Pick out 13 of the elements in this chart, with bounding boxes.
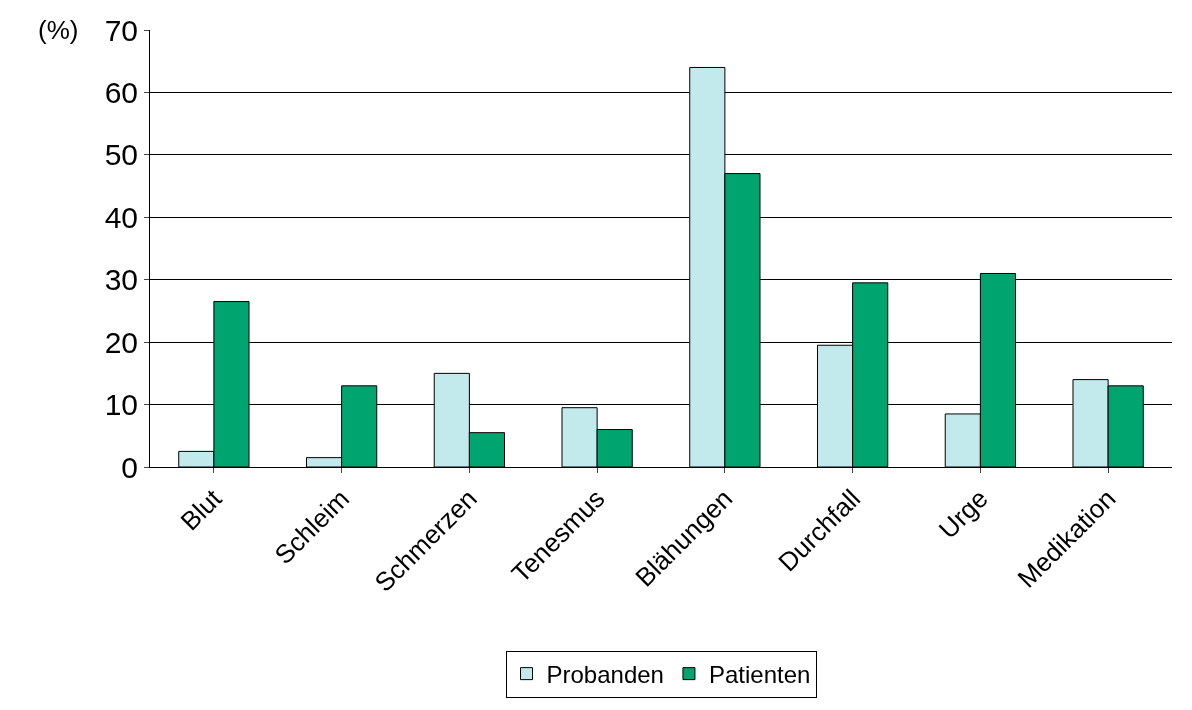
legend-label: Probanden bbox=[546, 661, 664, 688]
y-tick-label: 50 bbox=[104, 138, 138, 172]
y-tick-label: 40 bbox=[104, 200, 138, 234]
y-tick-label: 60 bbox=[104, 75, 138, 109]
legend-label: Patienten bbox=[708, 661, 811, 688]
x-tick-label: Blut bbox=[174, 482, 228, 537]
y-tick-label: 20 bbox=[104, 325, 138, 359]
y-tick-label: 10 bbox=[104, 388, 138, 422]
y-tick-label: 70 bbox=[104, 13, 138, 47]
y-axis-title: (%) bbox=[38, 15, 79, 45]
y-tick-label: 30 bbox=[104, 263, 138, 297]
y-tick-label: 0 bbox=[121, 450, 138, 484]
x-tick-label: Urge bbox=[932, 483, 994, 545]
